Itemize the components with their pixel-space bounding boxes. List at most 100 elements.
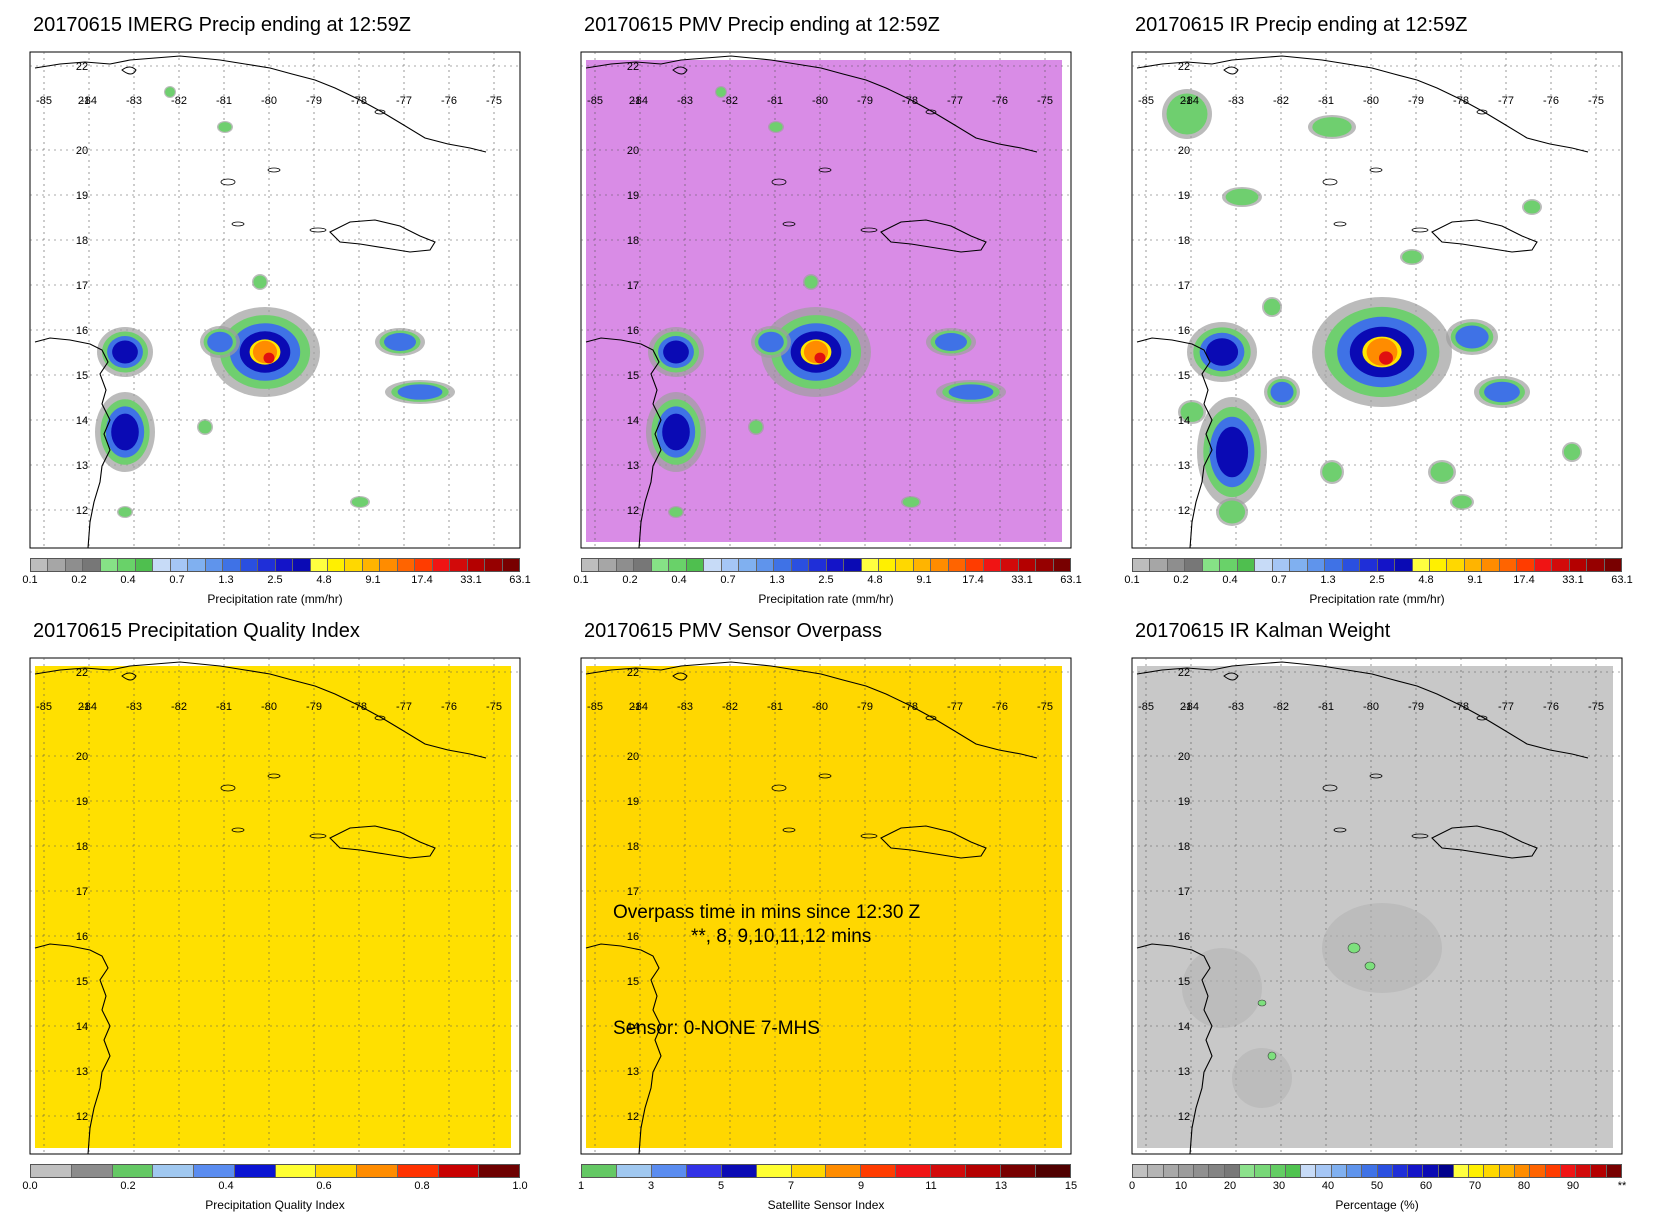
colorbar-tick-label: 0.7 <box>169 574 185 586</box>
lon-tick-label: -80 <box>812 701 828 713</box>
colorbar-tick-label: 1.3 <box>218 574 234 586</box>
colorbar-swatch <box>669 559 687 571</box>
lon-tick-label: -84 <box>632 95 648 107</box>
colorbar-swatch <box>913 559 932 571</box>
kalman-weight-contour <box>1232 1048 1292 1108</box>
colorbar-swatch <box>293 559 311 571</box>
colorbar-tick-label: ** <box>1617 1180 1627 1192</box>
lon-tick-label: -75 <box>486 95 502 107</box>
island <box>1411 227 1429 233</box>
colorbar-tick-label: 0.1 <box>573 574 589 586</box>
precip-contour <box>1180 402 1204 422</box>
colorbar-swatch <box>1447 559 1465 571</box>
lat-tick-label: 13 <box>627 1066 639 1078</box>
colorbar-swatch <box>599 559 617 571</box>
lat-tick-label: 18 <box>627 841 639 853</box>
lat-tick-label: 12 <box>627 505 639 517</box>
lon-tick-label: -82 <box>722 701 738 713</box>
panel-title: 20170615 PMV Precip ending at 12:59Z <box>584 14 940 36</box>
lon-tick-label: -85 <box>1138 701 1154 713</box>
colorbar-swatch <box>397 559 416 571</box>
colorbar-swatch <box>1576 1165 1592 1177</box>
colorbar-swatch <box>1395 559 1413 571</box>
kalman-weight-high <box>1257 999 1267 1007</box>
lat-tick-label: 22 <box>76 61 88 73</box>
cuba-coastline <box>34 55 487 153</box>
lat-tick-label: 20 <box>627 145 639 157</box>
colorbar-swatch <box>1530 1165 1546 1177</box>
jamaica-coastline <box>1431 219 1538 253</box>
lon-tick-label: -81 <box>1318 95 1334 107</box>
central-america-coastline <box>34 337 111 549</box>
colorbar-tick-label: 2.5 <box>267 574 283 586</box>
imerg-precip-map: -85 -84 -83 -82 -81 -80 -79 -78 -77 -76 -75 22 20 19 1… <box>29 51 521 549</box>
lat-tick-label: 22 <box>627 61 639 73</box>
colorbar-ticks: 0.1 0.2 0.4 0.7 1.3 2.5 4.8 9.1 17.4 33.1 63.1 <box>1124 574 1632 590</box>
colorbar-swatch <box>1499 1165 1516 1177</box>
colorbar-swatch <box>1412 559 1430 571</box>
lon-tick-label: -82 <box>171 701 187 713</box>
colorbar-swatch <box>1325 559 1343 571</box>
colorbar-swatch <box>616 559 635 571</box>
colorbar-tick-label: 0.1 <box>22 574 38 586</box>
lat-tick-label: 18 <box>76 841 88 853</box>
precip-colorbar <box>581 558 1071 572</box>
colorbar-swatch <box>1484 1165 1500 1177</box>
quality-colorbar <box>30 1164 520 1178</box>
colorbar-swatch <box>826 1165 862 1177</box>
lat-tick-label: 14 <box>627 415 639 427</box>
lon-tick-label: -76 <box>992 95 1008 107</box>
colorbar-swatch <box>1517 559 1535 571</box>
colorbar-tick-label: 70 <box>1468 1180 1482 1192</box>
imerg-precip-panel: 20170615 IMERG Precip ending at 12:59Z -… <box>0 0 551 606</box>
colorbar-tick-label: 33.1 <box>460 574 482 586</box>
precip-contour <box>1312 117 1352 137</box>
lat-tick-label-21: 21 <box>78 701 90 713</box>
colorbar-swatch <box>1360 559 1378 571</box>
lon-tick-label: -81 <box>216 95 232 107</box>
precip-contour <box>758 331 784 353</box>
island <box>231 221 245 227</box>
precip-contour <box>218 122 232 132</box>
colorbar-swatch <box>1591 1165 1607 1177</box>
colorbar-swatch <box>739 559 757 571</box>
lat-tick-label: 22 <box>627 667 639 679</box>
colorbar-swatch <box>1469 1165 1485 1177</box>
colorbar-swatch <box>310 559 328 571</box>
lon-tick-label: -78 <box>1453 701 1469 713</box>
colorbar-swatch <box>1224 1165 1240 1177</box>
precip-contour <box>1215 426 1249 478</box>
colorbar-swatch <box>71 1165 113 1177</box>
colorbar-tick-label: 0.4 <box>671 574 687 586</box>
lon-tick-label: -85 <box>36 701 52 713</box>
lat-tick-label: 19 <box>1178 190 1190 202</box>
colorbar-swatch <box>809 559 827 571</box>
lon-tick-label: -76 <box>441 701 457 713</box>
colorbar-swatch <box>756 559 775 571</box>
precip-contour <box>769 122 783 132</box>
ir-precip-panel: 20170615 IR Precip ending at 12:59Z -85-… <box>1102 0 1653 606</box>
colorbar-swatch <box>1202 559 1221 571</box>
colorbar-tick-label: 2.5 <box>1369 574 1385 586</box>
panel-title: 20170615 IMERG Precip ending at 12:59Z <box>33 14 412 36</box>
colorbar-swatch <box>983 559 1002 571</box>
island <box>1476 715 1488 721</box>
colorbar-swatch <box>1185 559 1203 571</box>
colorbar-tick-label: 20 <box>1223 1180 1237 1192</box>
sensor-legend-note: Sensor: 0-NONE 7-MHS <box>613 1018 820 1039</box>
lon-tick-label: -82 <box>1273 95 1289 107</box>
colorbar-swatch <box>1036 559 1054 571</box>
island <box>925 109 937 115</box>
lat-tick-label: 19 <box>627 796 639 808</box>
precip-contour <box>948 384 994 400</box>
colorbar-tick-label: 33.1 <box>1562 574 1584 586</box>
colorbar-swatch <box>651 559 670 571</box>
lon-tick-label: -79 <box>306 701 322 713</box>
colorbar-ticks: 0 10 20 30 40 50 60 70 80 90 ** <box>1129 1180 1626 1196</box>
central-america-coastline <box>585 943 662 1155</box>
lat-tick-label: 15 <box>627 976 639 988</box>
colorbar-swatch <box>1285 1165 1302 1177</box>
colorbar-swatch <box>1482 559 1500 571</box>
colorbar-swatch <box>1408 1165 1424 1177</box>
colorbar-swatch <box>1464 559 1483 571</box>
